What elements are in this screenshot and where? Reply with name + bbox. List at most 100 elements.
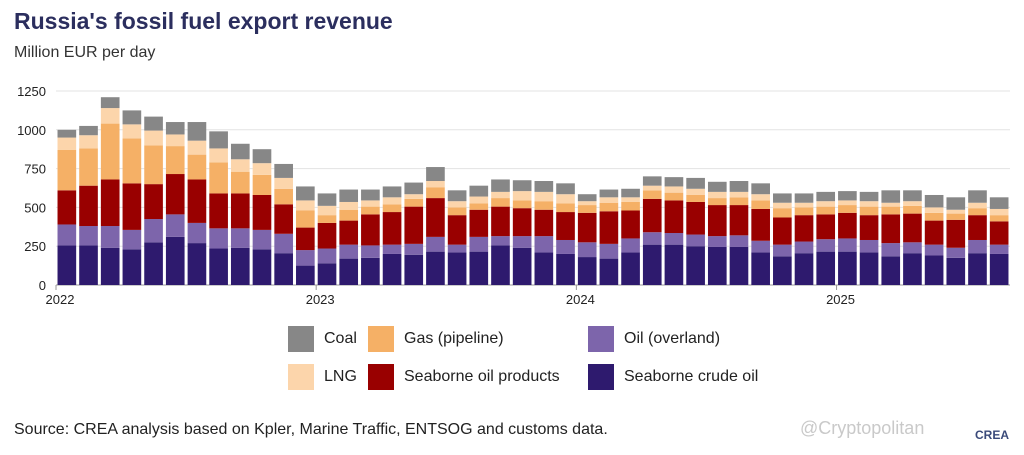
- bar-segment: [187, 243, 207, 285]
- bar-segment: [794, 207, 814, 216]
- bar-segment: [773, 202, 792, 209]
- bar-segment: [707, 246, 727, 285]
- bar-segment: [859, 206, 879, 216]
- bar-segment: [816, 201, 836, 207]
- bar-segment: [816, 191, 836, 202]
- bar-segment: [946, 219, 966, 248]
- bar-segment: [512, 236, 532, 248]
- bar-segment: [296, 227, 315, 251]
- bar-segment: [165, 146, 185, 175]
- bar-segment: [881, 190, 901, 203]
- bar-segment: [534, 201, 554, 210]
- bar-segment: [664, 192, 684, 201]
- bar-segment: [79, 185, 98, 227]
- bar-segment: [729, 197, 749, 206]
- bar-segment: [426, 251, 445, 285]
- bar-segment: [729, 246, 749, 285]
- bar-segment: [556, 203, 575, 213]
- bar-segment: [209, 162, 228, 194]
- bar-segment: [599, 243, 619, 259]
- bar-segment: [534, 181, 554, 192]
- bar-segment: [317, 222, 337, 249]
- bar-segment: [599, 202, 619, 212]
- bar-segment: [838, 205, 857, 213]
- bar-segment: [447, 215, 467, 245]
- bar-segment: [556, 194, 575, 204]
- bar-segment: [469, 236, 489, 252]
- bar-segment: [209, 248, 228, 285]
- bar-segment: [361, 245, 380, 258]
- x-tick-label: 2024: [566, 292, 595, 307]
- bar-segment: [859, 239, 879, 253]
- bar-segment: [707, 181, 727, 192]
- bar-segment: [144, 130, 163, 146]
- bar-segment: [816, 251, 836, 285]
- chart-title: Russia's fossil fuel export revenue: [14, 8, 393, 34]
- bar-segment: [252, 194, 272, 230]
- bar-segment: [339, 220, 359, 245]
- bar-segment: [100, 97, 120, 109]
- bar-segment: [664, 233, 684, 245]
- bar-segment: [230, 171, 250, 194]
- legend-swatch-seaborne-crude-oil: [588, 364, 614, 390]
- bar-segment: [252, 163, 272, 175]
- bar-segment: [426, 181, 445, 188]
- bar-segment: [491, 245, 510, 285]
- bar-segment: [816, 206, 836, 215]
- bar-segment: [773, 256, 792, 285]
- bar-segment: [447, 201, 467, 208]
- bar-segment: [577, 194, 597, 202]
- bar-segment: [144, 116, 163, 131]
- legend-label-oil-overland: Oil (overland): [624, 330, 721, 347]
- bar-segment: [144, 242, 163, 285]
- bar-segment: [946, 257, 966, 285]
- bar-segment: [382, 253, 402, 285]
- bar-segment: [209, 148, 228, 163]
- bar-segment: [621, 201, 640, 211]
- bar-segment: [903, 213, 922, 243]
- bar-segment: [165, 236, 185, 285]
- bar-segment: [469, 185, 489, 197]
- bar-segment: [859, 201, 879, 207]
- bar-segment: [144, 219, 163, 243]
- bar-segment: [664, 177, 684, 187]
- bar-segment: [621, 210, 640, 239]
- bar-segment: [339, 189, 359, 202]
- bar-segment: [924, 212, 944, 221]
- bar-segment: [382, 186, 402, 198]
- bar-segment: [187, 122, 207, 141]
- bar-segment: [751, 183, 770, 195]
- bar-segment: [361, 200, 380, 207]
- bar-segment: [924, 255, 944, 285]
- bar-segment: [274, 253, 293, 285]
- bar-segment: [100, 179, 120, 227]
- bar-segment: [122, 138, 142, 184]
- bar-segment: [751, 194, 770, 201]
- bar-segment: [230, 228, 250, 248]
- bar-segment: [252, 174, 272, 195]
- bar-segment: [707, 191, 727, 199]
- bar-segment: [859, 215, 879, 240]
- bar-segment: [968, 215, 987, 240]
- bar-segment: [686, 234, 705, 247]
- bar-segment: [751, 252, 770, 285]
- bar-segment: [274, 163, 293, 178]
- bar-segment: [382, 197, 402, 205]
- bar-segment: [491, 198, 510, 207]
- bar-segment: [469, 196, 489, 204]
- bar-segment: [296, 186, 315, 201]
- bar-segment: [664, 200, 684, 234]
- bar-segment: [209, 228, 228, 249]
- bar-segment: [144, 184, 163, 220]
- bar-segment: [816, 239, 836, 252]
- bar-segment: [642, 244, 662, 285]
- bar-segment: [642, 176, 662, 186]
- bar-segment: [57, 190, 77, 225]
- bar-segment: [534, 209, 554, 237]
- bar-segment: [404, 206, 424, 244]
- bar-segment: [79, 226, 98, 246]
- bar-segment: [859, 191, 879, 202]
- bar-segment: [447, 244, 467, 253]
- bar-segment: [122, 183, 142, 230]
- bar-segment: [339, 258, 359, 285]
